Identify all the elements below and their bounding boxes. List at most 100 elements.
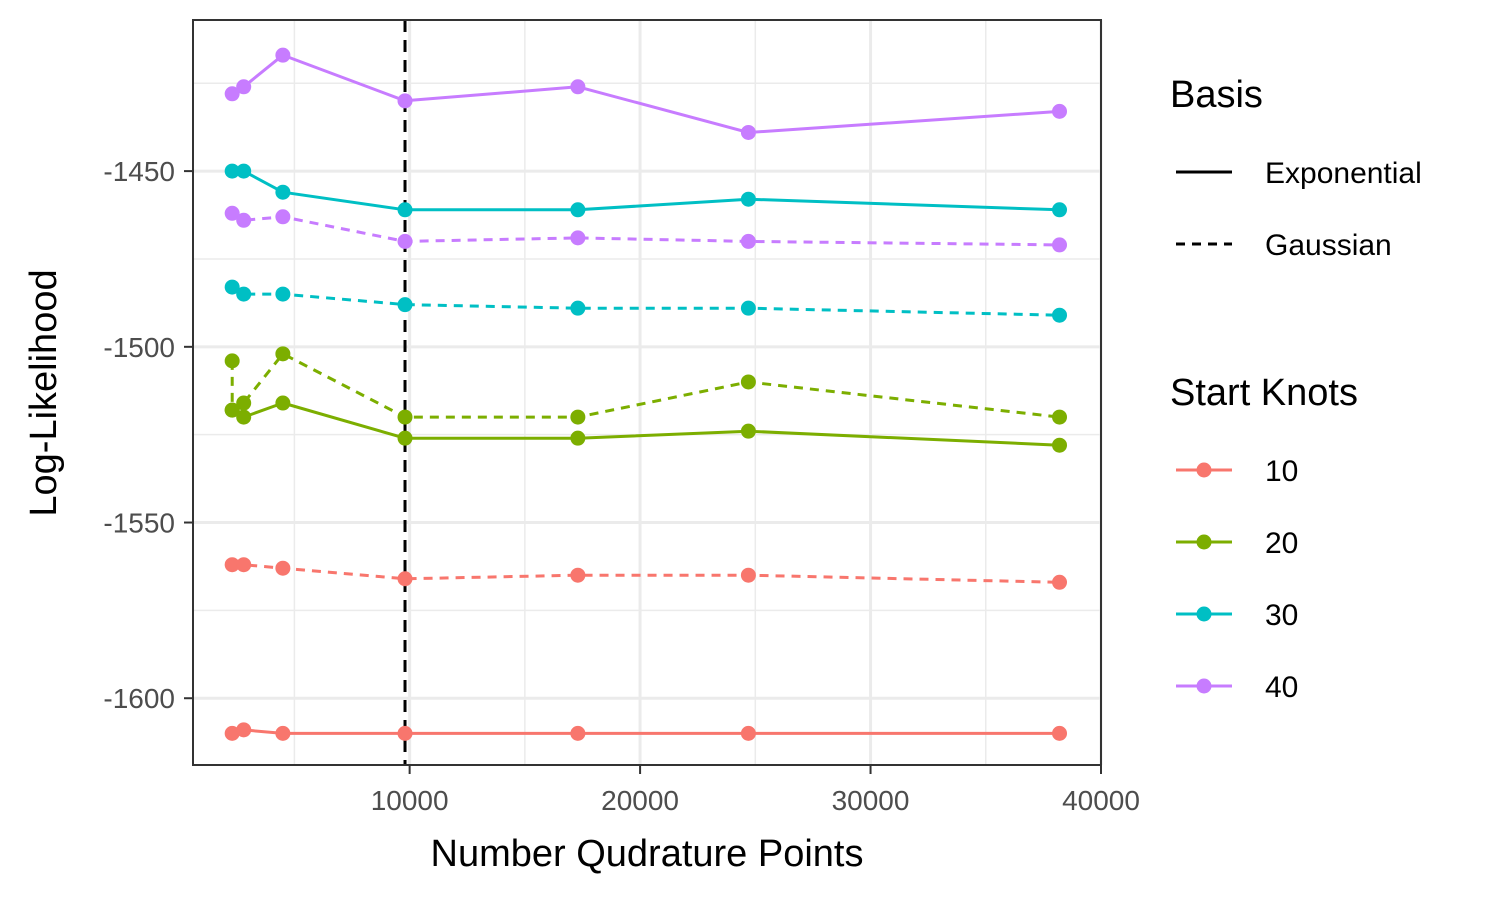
legend-label-exponential: Exponential bbox=[1265, 157, 1422, 190]
data-point bbox=[570, 202, 586, 218]
x-tick-label: 10000 bbox=[371, 785, 449, 816]
data-point bbox=[236, 163, 252, 179]
data-point bbox=[397, 409, 413, 425]
y-tick-label: -1600 bbox=[103, 683, 175, 714]
data-point bbox=[1052, 437, 1068, 453]
data-point bbox=[397, 725, 413, 741]
data-point bbox=[236, 79, 252, 95]
data-point bbox=[275, 725, 291, 741]
legend-basis: Basis Exponential Gaussian bbox=[1170, 74, 1422, 262]
data-point bbox=[224, 86, 240, 102]
legend-label-10: 10 bbox=[1265, 455, 1298, 488]
x-tick-label: 30000 bbox=[832, 785, 910, 816]
series-line bbox=[230, 352, 1060, 419]
legend-label-40: 40 bbox=[1265, 671, 1298, 704]
data-point bbox=[397, 93, 413, 109]
series-line bbox=[232, 563, 1060, 584]
data-point bbox=[236, 557, 252, 573]
data-point bbox=[740, 124, 756, 140]
series-knots-10-gaussian bbox=[224, 557, 1068, 590]
panel-border bbox=[192, 19, 1102, 766]
legend-knots-title: Start Knots bbox=[1170, 372, 1358, 414]
data-point bbox=[236, 286, 252, 302]
series-knots-10-exponential bbox=[224, 722, 1068, 741]
data-point bbox=[224, 353, 240, 369]
data-point bbox=[397, 202, 413, 218]
grid bbox=[193, 20, 1103, 765]
data-point bbox=[275, 346, 291, 362]
y-axis-title: Log-Likelihood bbox=[23, 269, 65, 516]
series-line bbox=[231, 53, 1060, 134]
legend-start-knots: Start Knots 10 20 30 40 bbox=[1170, 372, 1358, 704]
y-tick-label: -1450 bbox=[103, 156, 175, 187]
data-point bbox=[275, 395, 291, 411]
data-point bbox=[397, 297, 413, 313]
series-knots-30-gaussian bbox=[224, 279, 1068, 323]
legend-key-point-40 bbox=[1196, 678, 1212, 694]
data-point bbox=[570, 725, 586, 741]
data-point bbox=[397, 571, 413, 587]
data-point bbox=[224, 163, 240, 179]
legend-label-20: 20 bbox=[1265, 527, 1298, 560]
data-point bbox=[275, 47, 291, 63]
data-point bbox=[740, 233, 756, 249]
data-point bbox=[275, 560, 291, 576]
data-point bbox=[275, 184, 291, 200]
data-point bbox=[236, 395, 252, 411]
y-tick-label: -1550 bbox=[103, 508, 175, 539]
series-knots-20-gaussian bbox=[224, 346, 1068, 425]
legend-label-30: 30 bbox=[1265, 599, 1298, 632]
y-tick-label: -1500 bbox=[103, 332, 175, 363]
series-line bbox=[232, 169, 1060, 212]
legend-key-point-10 bbox=[1196, 462, 1212, 478]
data-point bbox=[1052, 202, 1068, 218]
legend-label-gaussian: Gaussian bbox=[1265, 229, 1392, 262]
data-point bbox=[397, 430, 413, 446]
data-point bbox=[224, 279, 240, 295]
data-point bbox=[236, 409, 252, 425]
data-point bbox=[740, 191, 756, 207]
x-axis-title: Number Qudrature Points bbox=[431, 833, 864, 875]
data-point bbox=[224, 725, 240, 741]
series-line bbox=[231, 285, 1060, 317]
data-point bbox=[570, 79, 586, 95]
legend-basis-title: Basis bbox=[1170, 74, 1263, 116]
data-point bbox=[570, 409, 586, 425]
data-point bbox=[397, 233, 413, 249]
series-line bbox=[231, 401, 1060, 447]
data-point bbox=[740, 725, 756, 741]
data-point bbox=[275, 209, 291, 225]
data-point bbox=[740, 423, 756, 439]
x-tick-label: 20000 bbox=[601, 785, 679, 816]
data-point bbox=[1052, 574, 1068, 590]
series-line bbox=[231, 212, 1060, 247]
x-tick-label: 40000 bbox=[1062, 785, 1140, 816]
data-point bbox=[224, 557, 240, 573]
data-point bbox=[570, 300, 586, 316]
legend-key-point-30 bbox=[1196, 606, 1212, 622]
data-point bbox=[236, 212, 252, 228]
data-point bbox=[1052, 307, 1068, 323]
data-point bbox=[275, 286, 291, 302]
data-point bbox=[1052, 725, 1068, 741]
y-axis: -1450 -1500 -1550 -1600 bbox=[103, 156, 193, 714]
data-point bbox=[570, 430, 586, 446]
data-point bbox=[570, 567, 586, 583]
data-point bbox=[740, 300, 756, 316]
data-point bbox=[740, 567, 756, 583]
data-point bbox=[1052, 237, 1068, 253]
series-knots-30-exponential bbox=[224, 163, 1068, 218]
data-point bbox=[570, 230, 586, 246]
data-point bbox=[224, 205, 240, 221]
legend-key-point-20 bbox=[1196, 534, 1212, 550]
x-axis: 10000 20000 30000 40000 bbox=[371, 765, 1140, 816]
data-point bbox=[1052, 409, 1068, 425]
series-knots-20-exponential bbox=[224, 395, 1068, 453]
data-point bbox=[1052, 103, 1068, 119]
data-point bbox=[740, 374, 756, 390]
series-line bbox=[231, 728, 1060, 735]
series-knots-40-gaussian bbox=[224, 205, 1068, 253]
series-layer bbox=[224, 47, 1068, 741]
series-knots-40-exponential bbox=[224, 47, 1068, 140]
